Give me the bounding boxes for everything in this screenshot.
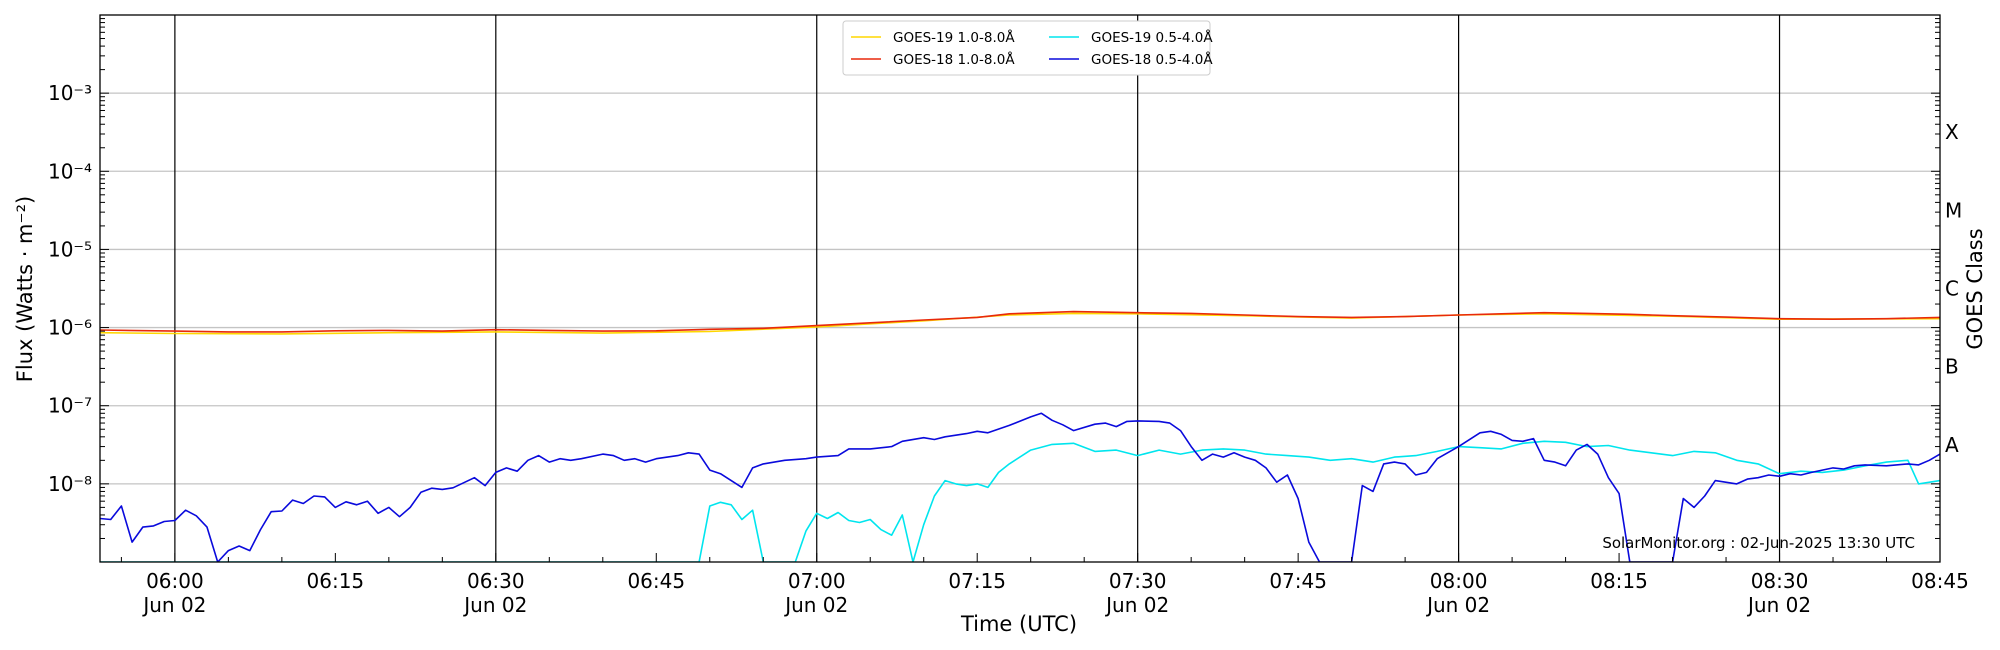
x-tick-label: 06:00 Jun 02 — [141, 569, 206, 617]
x-tick-label: 08:15 — [1590, 569, 1648, 593]
x-tick-label: 06:30 Jun 02 — [462, 569, 527, 617]
goes-class-label: X — [1945, 120, 1959, 144]
series-line-3 — [100, 440, 1940, 562]
goes-class-label: C — [1945, 277, 1959, 301]
plot-series — [100, 310, 1940, 562]
y-tick-label: 10⁻⁸ — [48, 472, 92, 496]
x-tick-label: 07:00 Jun 02 — [783, 569, 848, 617]
series-line-2 — [100, 310, 1940, 333]
grid-lines — [100, 15, 1940, 562]
goes-class-axis-label: GOES Class — [1963, 228, 1987, 349]
y-tick-label: 10⁻⁵ — [48, 237, 92, 261]
y-tick-label: 10⁻⁴ — [48, 159, 92, 183]
series-line-1 — [100, 312, 1940, 335]
x-tick-label: 06:45 — [627, 569, 685, 593]
x-tick-label: 07:30 Jun 02 — [1104, 569, 1169, 617]
y-tick-label: 10⁻⁶ — [48, 316, 92, 340]
x-tick-label: 07:15 — [948, 569, 1006, 593]
legend-entry: GOES-18 0.5-4.0Å — [1091, 51, 1213, 68]
x-tick-label: 08:45 — [1911, 569, 1969, 593]
goes-class-label: M — [1945, 198, 1962, 222]
y-tick-label: 10⁻³ — [48, 81, 92, 105]
x-tick-label: 08:30 Jun 02 — [1746, 569, 1811, 617]
x-tick-label: 06:15 — [307, 569, 365, 593]
legend-entry: GOES-19 1.0-8.0Å — [893, 29, 1015, 46]
x-axis-label: Time (UTC) — [960, 612, 1077, 636]
legend-entry: GOES-18 1.0-8.0Å — [893, 51, 1015, 68]
axes: 06:00 Jun 02 06:15 06:30 Jun 02 06:45 07:00 Jun… — [48, 14, 1969, 617]
y-axis-label: Flux (Watts · m⁻²) — [13, 196, 37, 382]
x-tick-label: 08:00 Jun 02 — [1425, 569, 1490, 617]
goes-class-label: B — [1945, 355, 1959, 379]
credit-text: SolarMonitor.org : 02-Jun-2025 13:30 UTC — [1602, 534, 1915, 552]
series-line-4 — [100, 412, 1940, 562]
plot-frame — [99, 14, 1941, 563]
legend-box — [842, 20, 1211, 76]
legend-entry: GOES-19 0.5-4.0Å — [1091, 29, 1213, 46]
legend: GOES-19 1.0-8.0Å GOES-18 1.0-8.0Å GOES-19 … — [842, 20, 1213, 76]
y-tick-label: 10⁻⁷ — [48, 394, 92, 418]
goes-class-label: A — [1945, 433, 1959, 457]
x-tick-label: 07:45 — [1269, 569, 1327, 593]
